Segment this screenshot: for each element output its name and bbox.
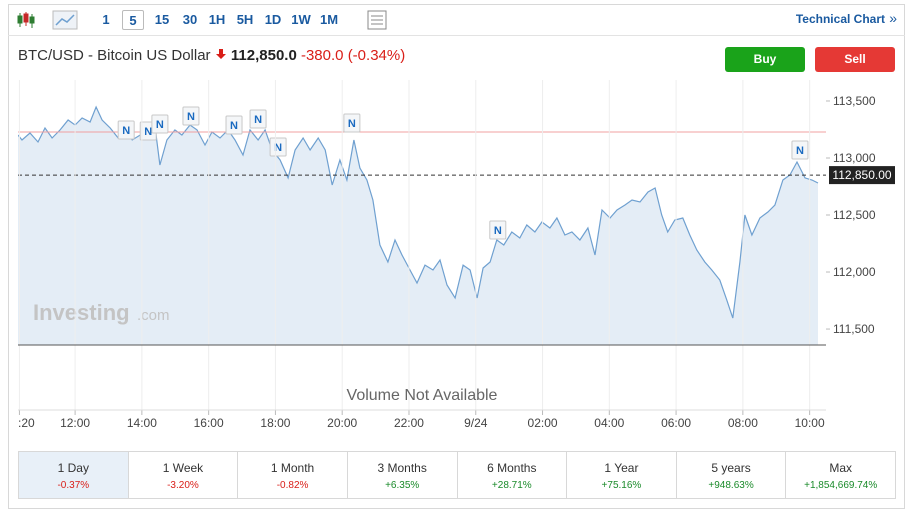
interval-button[interactable]: 1 — [102, 12, 110, 27]
x-tick-label: 9/24 — [464, 416, 488, 430]
x-tick-label: 08:00 — [728, 416, 758, 430]
period-change: +1,854,669.74% — [804, 480, 878, 491]
period-label: 5 years — [711, 461, 751, 475]
toolbar: 1 5 15 30 1H 5H 1D 1W 1M Technical Chart » — [8, 4, 905, 36]
indicators-icon[interactable] — [365, 8, 389, 32]
x-tick-label: 16:00 — [194, 416, 224, 430]
period-tab[interactable]: 1 Day -0.37% — [19, 452, 129, 498]
sell-button[interactable]: Sell — [815, 47, 895, 72]
period-tabs: 1 Day -0.37% 1 Week -3.20% 1 Month -0.82% 3 Mo… — [18, 451, 896, 499]
period-label: 1 Day — [57, 461, 89, 475]
price-change: -380.0 — [300, 47, 344, 64]
watermark-suffix: .com — [137, 307, 170, 324]
news-marker-label: N — [230, 120, 238, 132]
period-change: +75.16% — [601, 480, 642, 491]
news-marker-label: N — [187, 111, 195, 123]
x-tick-label: 12:00 — [60, 416, 90, 430]
y-tick-label: 111,500 — [833, 322, 875, 336]
interval-button[interactable]: 1H — [208, 12, 226, 27]
interval-button[interactable]: 1D — [264, 12, 282, 27]
news-marker[interactable] — [343, 113, 361, 133]
x-tick-label: 14:00 — [127, 416, 157, 430]
period-tab[interactable]: 1 Week -3.20% — [129, 452, 239, 498]
period-change: +948.63% — [708, 480, 754, 491]
news-marker-label: N — [254, 114, 262, 126]
current-price-tag — [829, 166, 895, 185]
news-marker[interactable] — [117, 120, 135, 140]
interval-button[interactable]: 30 — [182, 12, 198, 27]
period-label: 6 Months — [487, 461, 537, 475]
news-marker-label: N — [122, 125, 130, 137]
news-marker[interactable] — [225, 115, 243, 135]
x-tick-label: 04:00 — [594, 416, 624, 430]
period-tab[interactable]: 1 Year +75.16% — [567, 452, 677, 498]
news-marker-label: N — [274, 142, 282, 154]
x-tick-label: 22:00 — [394, 416, 424, 430]
period-label: 1 Month — [270, 461, 315, 475]
watermark: Investing — [33, 300, 130, 325]
current-price-label: 112,850.00 — [832, 168, 891, 182]
interval-button[interactable]: 5H — [236, 12, 254, 27]
period-change: -0.37% — [57, 480, 90, 491]
period-label: Max — [829, 461, 853, 475]
period-tab[interactable]: 1 Month -0.82% — [238, 452, 348, 498]
period-tab[interactable]: 3 Months +6.35% — [348, 452, 458, 498]
instrument-name: BTC/USD - Bitcoin US Dollar — [18, 47, 211, 64]
period-label: 1 Year — [604, 461, 639, 475]
period-tab[interactable]: 5 years +948.63% — [677, 452, 787, 498]
period-change: +6.35% — [385, 480, 420, 491]
x-tick-label: 02:00 — [528, 416, 558, 430]
news-marker[interactable] — [269, 137, 287, 157]
interval-button[interactable]: 5 — [122, 10, 144, 30]
price-change-percent: (-0.34%) — [347, 47, 406, 64]
y-tick-label: 113,000 — [833, 151, 876, 165]
period-change: +28.71% — [491, 480, 532, 491]
chart-style-icons[interactable] — [8, 4, 88, 36]
period-label: 1 Week — [162, 461, 204, 475]
x-tick-label: 18:00 — [260, 416, 290, 430]
buy-button[interactable]: Buy — [725, 47, 805, 72]
x-tick-label: 06:00 — [661, 416, 691, 430]
instrument-header: BTC/USD - Bitcoin US Dollar 112,850.0 -3… — [18, 47, 405, 64]
interval-button[interactable]: 15 — [154, 12, 170, 27]
news-marker[interactable] — [489, 220, 507, 240]
interval-button[interactable]: 1M — [319, 12, 339, 27]
y-tick-label: 113,500 — [833, 94, 876, 108]
interval-button[interactable]: 1W — [291, 12, 311, 27]
x-tick-label: 20:00 — [327, 416, 357, 430]
news-marker[interactable] — [151, 114, 169, 134]
news-marker-label: N — [494, 225, 502, 237]
technical-chart-link[interactable]: Technical Chart — [795, 12, 885, 26]
volume-note: Volume Not Available — [347, 387, 498, 404]
news-marker[interactable] — [182, 106, 200, 126]
last-price: 112,850.0 — [230, 47, 297, 64]
period-tab[interactable]: 6 Months +28.71% — [458, 452, 568, 498]
period-change: -0.82% — [276, 480, 309, 491]
period-change: -3.20% — [167, 480, 199, 491]
period-tab[interactable]: Max +1,854,669.74% — [786, 452, 895, 498]
x-tick-label: :20 — [18, 416, 35, 430]
more-arrow[interactable]: » — [889, 10, 897, 26]
news-marker[interactable] — [791, 140, 809, 160]
x-tick-label: 10:00 — [795, 416, 825, 430]
down-arrow — [215, 49, 226, 59]
y-tick-label: 112,000 — [833, 265, 876, 279]
news-marker-label: N — [796, 145, 804, 157]
period-label: 3 Months — [377, 461, 427, 475]
price-area — [18, 107, 818, 345]
news-marker[interactable] — [249, 109, 267, 129]
news-marker-label: N — [348, 118, 356, 130]
news-marker-label: N — [144, 126, 152, 138]
widget-frame — [8, 4, 905, 509]
y-tick-label: 112,500 — [833, 208, 876, 222]
news-marker-label: N — [156, 119, 164, 131]
